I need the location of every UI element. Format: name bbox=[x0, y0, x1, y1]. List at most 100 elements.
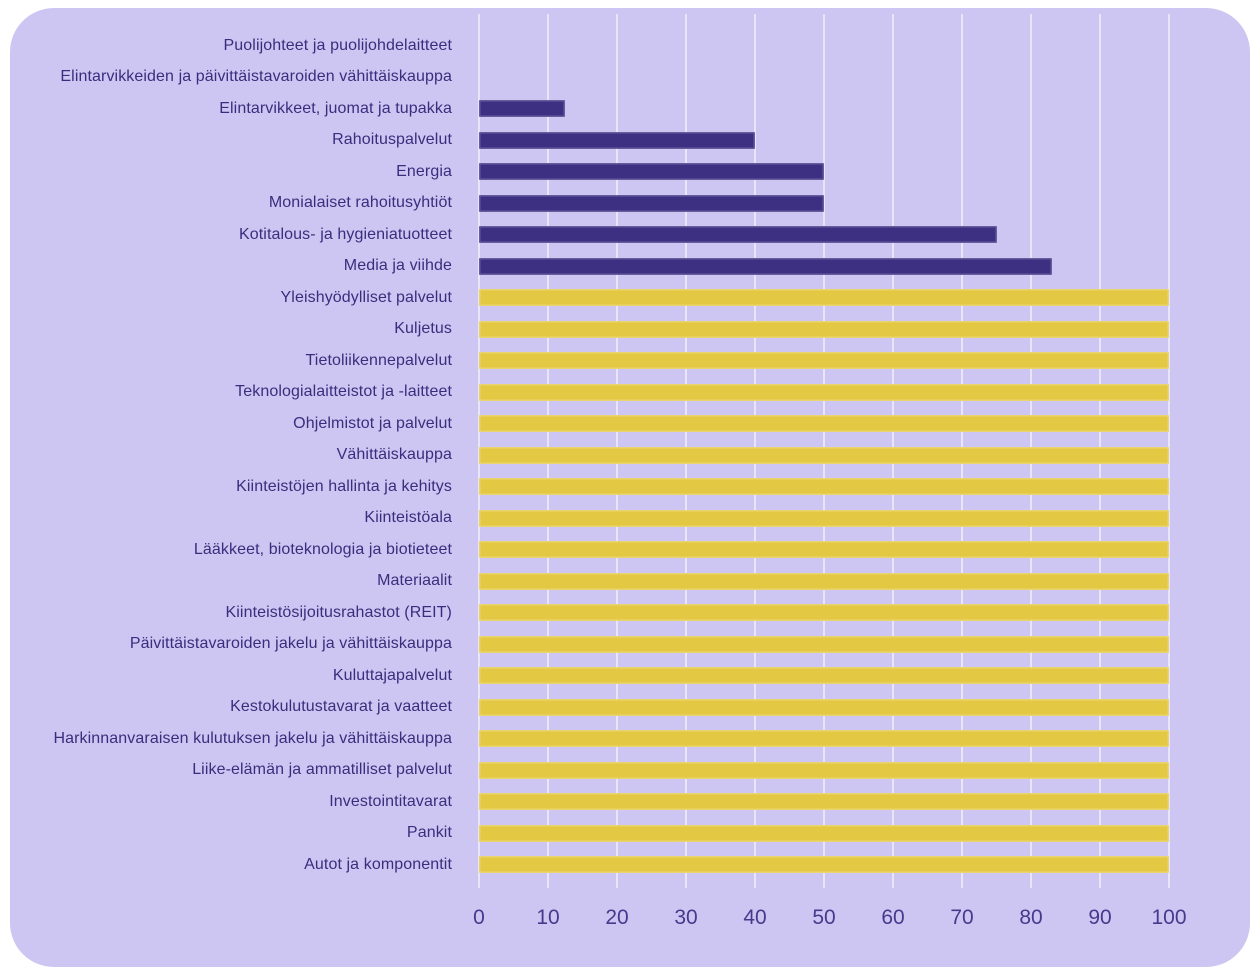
x-tick-label: 0 bbox=[473, 906, 485, 929]
bar bbox=[479, 383, 1169, 401]
bar-track bbox=[479, 194, 1169, 212]
x-tick-label: 50 bbox=[812, 906, 836, 929]
bar-row: Kuljetus bbox=[10, 314, 1250, 346]
bar-row: Kiinteistöjen hallinta ja kehitys bbox=[10, 471, 1250, 503]
bar-track bbox=[479, 320, 1169, 338]
bar-row: Päivittäistavaroiden jakelu ja vähittäis… bbox=[10, 629, 1250, 661]
category-label: Energia bbox=[396, 162, 452, 180]
bar bbox=[479, 226, 997, 244]
bar-row: Rahoituspalvelut bbox=[10, 125, 1250, 157]
x-axis: 0 10 20 30 40 50 60 70 80 90 100 bbox=[473, 906, 1186, 940]
category-label: Kotitalous- ja hygieniatuotteet bbox=[238, 225, 452, 243]
category-label: Vähittäiskauppa bbox=[336, 446, 452, 464]
category-label: Ohjelmistot ja palvelut bbox=[293, 414, 452, 432]
bar bbox=[479, 415, 1169, 433]
bar bbox=[479, 604, 1169, 622]
bar bbox=[479, 730, 1169, 748]
bar-row: Teknologialaitteistot ja -laitteet bbox=[10, 377, 1250, 409]
bar-row: Elintarvikkeiden ja päivittäistavaroiden… bbox=[10, 62, 1250, 94]
bar bbox=[479, 509, 1169, 527]
bar bbox=[479, 320, 1169, 338]
x-tick-label: 80 bbox=[1019, 906, 1043, 929]
x-tick-label: 100 bbox=[1151, 906, 1187, 929]
bar-track bbox=[479, 69, 1169, 86]
category-label: Elintarvikkeiden ja päivittäistavaroiden… bbox=[60, 68, 452, 86]
bar-track bbox=[479, 131, 1169, 149]
bar bbox=[479, 698, 1169, 716]
bar-row: Monialaiset rahoitusyhtiöt bbox=[10, 188, 1250, 220]
bar-row: Ohjelmistot ja palvelut bbox=[10, 408, 1250, 440]
category-label: Kiinteistösijoitusrahastot (REIT) bbox=[225, 603, 452, 621]
bar bbox=[479, 289, 1169, 307]
bar-track bbox=[479, 383, 1169, 401]
bar-track bbox=[479, 604, 1169, 622]
x-tick-label: 70 bbox=[950, 906, 974, 929]
category-label: Kiinteistöala bbox=[364, 509, 452, 527]
bar-row: Harkinnanvaraisen kulutuksen jakelu ja v… bbox=[10, 723, 1250, 755]
category-label: Pankit bbox=[406, 824, 452, 842]
bar-row: Puolijohteet ja puolijohdelaitteet bbox=[10, 30, 1250, 62]
bar-row: Kiinteistösijoitusrahastot (REIT) bbox=[10, 597, 1250, 629]
bar-track bbox=[479, 509, 1169, 527]
bar-track bbox=[479, 37, 1169, 54]
bar bbox=[479, 194, 824, 212]
category-label: Liike-elämän ja ammatilliset palvelut bbox=[192, 761, 452, 779]
bar-row: Media ja viihde bbox=[10, 251, 1250, 283]
category-label: Kuluttajapalvelut bbox=[332, 666, 452, 684]
bar-row: Elintarvikkeet, juomat ja tupakka bbox=[10, 93, 1250, 125]
category-label: Monialaiset rahoitusyhtiöt bbox=[268, 194, 452, 212]
bar-row: Kuluttajapalvelut bbox=[10, 660, 1250, 692]
bar bbox=[479, 761, 1169, 779]
category-label: Puolijohteet ja puolijohdelaitteet bbox=[223, 36, 452, 54]
bar-track bbox=[479, 257, 1169, 275]
bar bbox=[479, 635, 1169, 653]
bar-row: Vähittäiskauppa bbox=[10, 440, 1250, 472]
bar-track bbox=[479, 761, 1169, 779]
category-label: Lääkkeet, bioteknologia ja biotieteet bbox=[193, 540, 452, 558]
category-label: Materiaalit bbox=[377, 572, 452, 590]
bar-row: Liike-elämän ja ammatilliset palvelut bbox=[10, 755, 1250, 787]
bar-track bbox=[479, 541, 1169, 559]
bar-row: Autot ja komponentit bbox=[10, 849, 1250, 881]
bar-track bbox=[479, 667, 1169, 685]
bar-track bbox=[479, 698, 1169, 716]
category-label: Rahoituspalvelut bbox=[332, 131, 452, 149]
bar-track bbox=[479, 226, 1169, 244]
category-label: Harkinnanvaraisen kulutuksen jakelu ja v… bbox=[53, 729, 452, 747]
bar-track bbox=[479, 415, 1169, 433]
category-label: Tietoliikennepalvelut bbox=[305, 351, 452, 369]
x-tick-label: 90 bbox=[1088, 906, 1112, 929]
bar bbox=[479, 824, 1169, 842]
bar-track bbox=[479, 635, 1169, 653]
bar-row: Pankit bbox=[10, 818, 1250, 850]
bar bbox=[479, 352, 1169, 370]
bar bbox=[479, 257, 1052, 275]
category-label: Investointitavarat bbox=[329, 792, 452, 810]
bar-track bbox=[479, 824, 1169, 842]
bar-track bbox=[479, 793, 1169, 811]
bar-track bbox=[479, 163, 1169, 181]
x-tick-label: 40 bbox=[743, 906, 767, 929]
x-tick-label: 30 bbox=[674, 906, 698, 929]
bar-track bbox=[479, 478, 1169, 496]
category-label: Kuljetus bbox=[394, 320, 452, 338]
bar bbox=[479, 667, 1169, 685]
bar-track bbox=[479, 572, 1169, 590]
bar-rows: Puolijohteet ja puolijohdelaitteet Elinta… bbox=[10, 30, 1250, 881]
bar bbox=[479, 856, 1169, 874]
bar bbox=[479, 572, 1169, 590]
bar-row: Lääkkeet, bioteknologia ja biotieteet bbox=[10, 534, 1250, 566]
bar bbox=[479, 100, 566, 118]
category-label: Media ja viihde bbox=[343, 257, 452, 275]
bar-row: Kiinteistöala bbox=[10, 503, 1250, 535]
x-tick-label: 10 bbox=[536, 906, 560, 929]
bar bbox=[479, 131, 755, 149]
bar-row: Tietoliikennepalvelut bbox=[10, 345, 1250, 377]
bar-row: Yleishyödylliset palvelut bbox=[10, 282, 1250, 314]
category-label: Elintarvikkeet, juomat ja tupakka bbox=[219, 99, 452, 117]
bar bbox=[479, 541, 1169, 559]
x-tick-label: 60 bbox=[881, 906, 905, 929]
category-label: Kestokulutustavarat ja vaatteet bbox=[230, 698, 452, 716]
chart-card: Puolijohteet ja puolijohdelaitteet Elinta… bbox=[10, 8, 1250, 967]
bar-track bbox=[479, 289, 1169, 307]
